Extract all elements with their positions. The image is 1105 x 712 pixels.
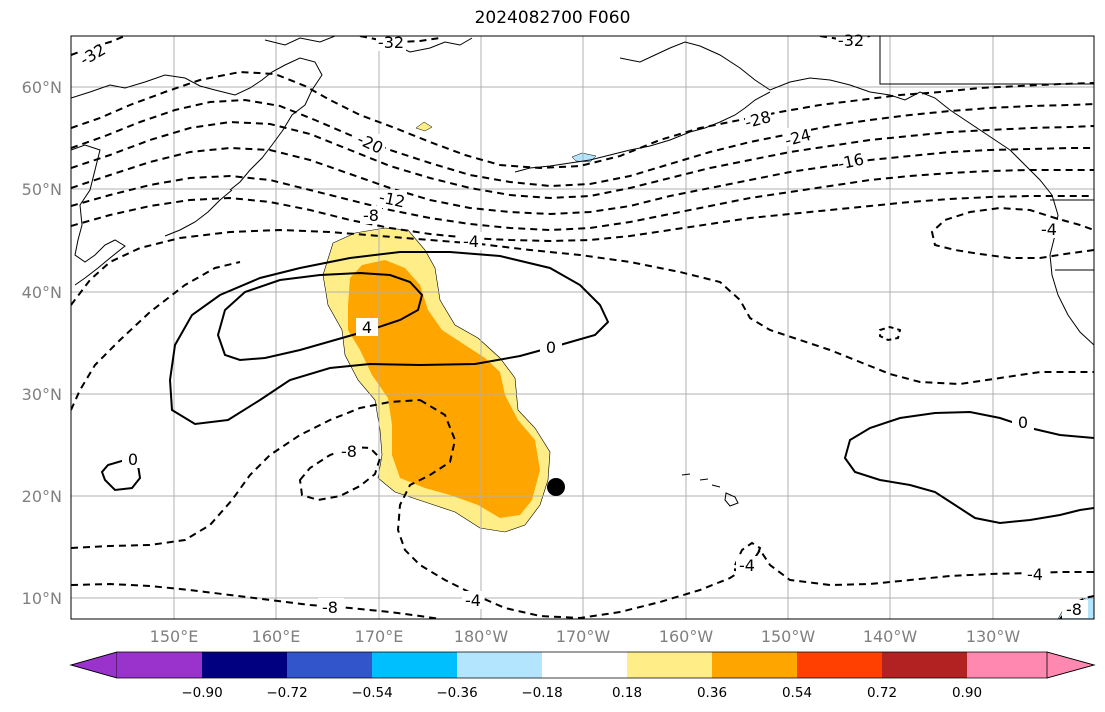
colorbar-tick: 0.54 — [782, 685, 812, 701]
contour-neg4-small — [879, 325, 902, 342]
lon-label: 130°W — [966, 627, 1021, 646]
contour-neg24 — [71, 98, 1094, 188]
lat-label: 20°N — [22, 487, 62, 506]
plot-frame — [70, 35, 1095, 620]
contour-neg8-bottom — [71, 582, 441, 619]
contour-neg4-lower — [396, 399, 1094, 619]
shaded-field — [322, 121, 1094, 619]
map-title: 2024082700 F060 — [474, 8, 631, 28]
contour-4-inner — [216, 271, 424, 362]
contour-0-right — [843, 410, 1094, 525]
colorbar-tick: −0.36 — [436, 685, 477, 701]
lat-label: 50°N — [22, 180, 62, 199]
latitude-labels: 60°N 50°N 40°N 30°N 20°N 10°N — [22, 78, 62, 608]
colorbar-extend-max — [1046, 651, 1096, 679]
colorbar-tick: 0.18 — [612, 685, 642, 701]
coast-alaska-south — [619, 41, 1053, 196]
colorbar-extend-min — [69, 651, 118, 679]
lat-label: 60°N — [22, 78, 62, 97]
coast-kamchatka — [71, 57, 323, 191]
lon-label: 150°W — [761, 627, 816, 646]
contour-neg16 — [71, 146, 1094, 216]
colorbar-tick: 0.36 — [697, 685, 727, 701]
colorbar-tick: −0.54 — [351, 685, 392, 701]
contour-neg4-bc — [930, 206, 1094, 259]
colorbar-outline — [69, 651, 1096, 679]
colorbar-segment — [202, 652, 287, 678]
coast-chukotka — [264, 36, 336, 46]
contour-label: -8 — [363, 206, 379, 225]
lat-label: 30°N — [22, 385, 62, 404]
contour-label: -8 — [322, 598, 338, 617]
contour-label: -8 — [1066, 600, 1082, 619]
contour-neg32-n — [359, 36, 871, 44]
colorbar: −0.90 −0.72 −0.54 −0.36 −0.18 0.18 0.36 … — [69, 651, 1096, 701]
contour-label: 4 — [362, 318, 372, 337]
contour-label: -4 — [1041, 220, 1057, 239]
lat-label: 40°N — [22, 283, 62, 302]
lat-label: 10°N — [22, 589, 62, 608]
lon-label: 170°W — [556, 627, 611, 646]
contour-label: -32 — [77, 40, 109, 70]
lon-label: 160°E — [252, 627, 301, 646]
colorbar-tick: −0.72 — [266, 685, 307, 701]
contour-label: 0 — [128, 450, 138, 469]
contour-neg8-lower — [71, 399, 421, 549]
colorbar-tick: 0.72 — [867, 685, 897, 701]
contour-neg20 — [71, 120, 1094, 200]
hawaii — [681, 473, 739, 507]
shade-orange-region — [348, 260, 540, 518]
storm-center-marker — [547, 478, 565, 496]
coast-kurils — [164, 189, 233, 237]
colorbar-tick: −0.90 — [181, 685, 222, 701]
contour-label: -4 — [739, 556, 755, 575]
lon-label: 160°W — [659, 627, 714, 646]
colorbar-segment — [117, 652, 202, 678]
colorbar-segment — [542, 652, 627, 678]
colorbar-segment — [627, 652, 712, 678]
colorbar-segment — [797, 652, 882, 678]
coast-aleutians — [514, 91, 771, 173]
colorbar-segment — [967, 652, 1047, 678]
coastlines — [71, 36, 1094, 507]
contour-label: -32 — [378, 33, 404, 52]
longitude-labels: 150°E 160°E 170°E 180°W 170°W 160°W 150°… — [150, 627, 1021, 646]
colorbar-segment — [882, 652, 967, 678]
contour-0-main — [168, 251, 610, 426]
lon-label: 170°E — [355, 627, 404, 646]
colorbar-tick: −0.18 — [521, 685, 562, 701]
shade-yellow-small — [415, 121, 433, 132]
contour-label: 0 — [1018, 413, 1028, 432]
contour-label: -4 — [1027, 565, 1043, 584]
contour-label: -4 — [463, 232, 479, 251]
contour-label: -8 — [341, 442, 357, 461]
lon-label: 180°W — [454, 627, 509, 646]
contour-label: -32 — [838, 31, 864, 50]
lon-label: 150°E — [150, 627, 199, 646]
colorbar-segment — [712, 652, 797, 678]
contour-label-group: -32 -32 -32 -28 -24 -20 -16 -12 -8 -4 0 … — [77, 31, 1088, 619]
colorbar-tick: 0.90 — [952, 685, 982, 701]
contour-label: 0 — [546, 338, 556, 357]
colorbar-segment — [372, 652, 457, 678]
contour-label: -4 — [465, 591, 481, 610]
coast-japan — [71, 144, 126, 286]
border-canada — [879, 36, 1094, 85]
colorbar-segment — [287, 652, 372, 678]
colorbar-segment — [457, 652, 542, 678]
contour-neg4-outer — [71, 261, 241, 411]
lon-label: 140°W — [863, 627, 918, 646]
contour-neg28 — [71, 70, 1094, 170]
contour-neg12 — [71, 169, 1094, 232]
